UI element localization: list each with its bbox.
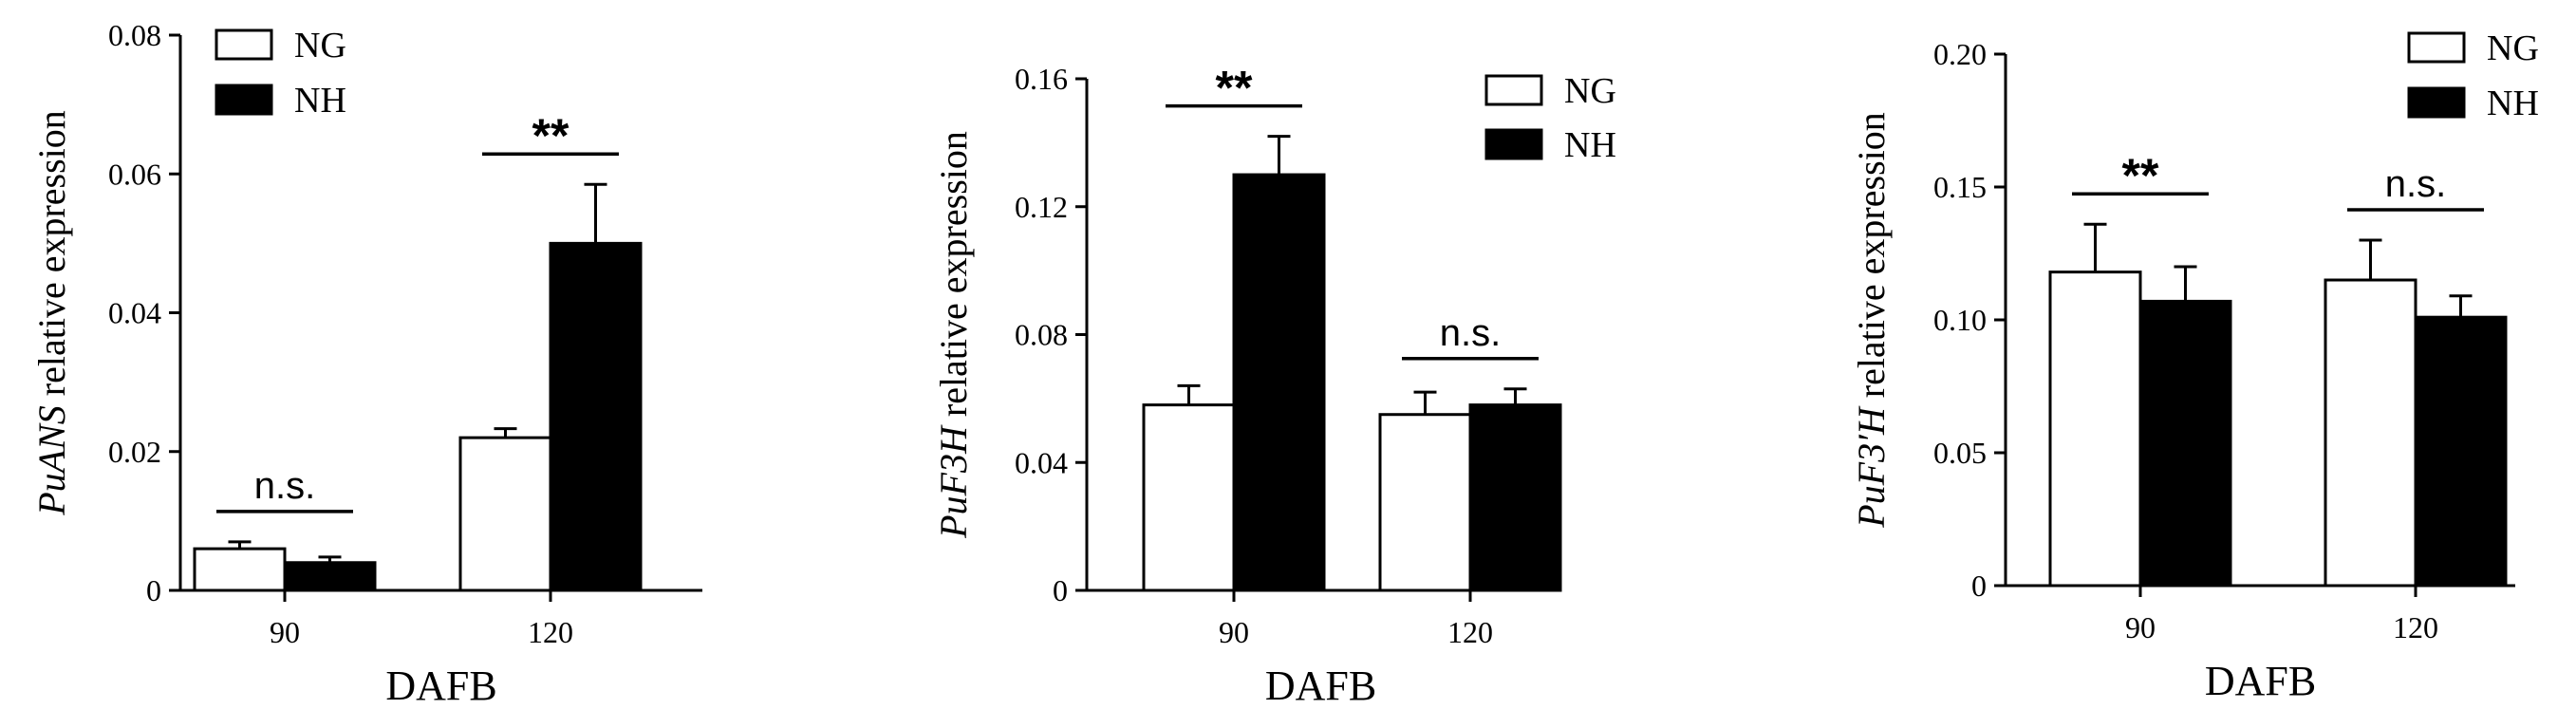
y-tick-label: 0.05 xyxy=(1933,436,1987,470)
y-axis-title: PuF3H relative expression xyxy=(932,131,975,539)
y-axis-title: PuF3′H relative expression xyxy=(1850,112,1893,529)
y-axis-title-suffix: relative expression xyxy=(932,131,975,426)
legend-swatch-ng xyxy=(1484,74,1543,106)
legend-swatch-ng xyxy=(2407,31,2466,64)
chart-panel-2: 0 0.04 0.08 0.12 0.16 90 ** 120 n.s. DAFB PuF3H re… xyxy=(932,62,1616,709)
bar-ng-120 xyxy=(1378,413,1472,592)
significance-label: ** xyxy=(1216,62,1253,115)
y-tick-label: 0.02 xyxy=(108,435,161,469)
x-tick-label: 120 xyxy=(2393,610,2438,644)
legend: NG NH xyxy=(1484,71,1616,165)
legend-swatch-nh xyxy=(215,84,273,116)
chart-panel-3: 0 0.05 0.10 0.15 0.20 90 ** 120 n.s. DAFB PuF3′H r… xyxy=(1850,28,2539,704)
legend-swatch-nh xyxy=(2407,86,2466,119)
y-tick-label: 0.08 xyxy=(1015,318,1068,352)
significance-label: n.s. xyxy=(2385,163,2446,205)
bar-ng-120 xyxy=(2324,278,2417,588)
x-tick-label: 120 xyxy=(528,615,573,649)
bar-nh-90 xyxy=(283,561,377,592)
y-axis-title-suffix: relative expression xyxy=(30,110,73,405)
bar-nh-120 xyxy=(1468,403,1562,592)
legend: NG NH xyxy=(2407,28,2539,123)
bar-nh-120 xyxy=(549,241,643,592)
legend-label-ng: NG xyxy=(1564,71,1616,111)
legend-label-ng: NG xyxy=(2487,28,2539,68)
bar-nh-120 xyxy=(2414,315,2508,588)
y-tick-label: 0.06 xyxy=(108,157,161,191)
y-tick-label: 0.20 xyxy=(1933,37,1987,71)
y-tick-label: 0.15 xyxy=(1933,170,1987,204)
y-axis-title-suffix: relative expression xyxy=(1850,112,1893,407)
x-axis-title: DAFB xyxy=(1265,663,1376,709)
y-tick-label: 0.10 xyxy=(1933,303,1987,337)
x-tick-label: 120 xyxy=(1447,615,1493,649)
x-tick-label: 90 xyxy=(270,615,300,649)
legend-swatch-nh xyxy=(1484,128,1543,160)
y-axis-title: PuANS relative expression xyxy=(30,110,73,516)
x-axis-title: DAFB xyxy=(385,663,496,709)
bar-ng-90 xyxy=(193,547,287,592)
y-axis-title-gene: PuF3′H xyxy=(1850,405,1893,529)
legend-label-nh: NH xyxy=(1564,125,1616,165)
legend-swatch-ng xyxy=(215,28,273,61)
significance-label: n.s. xyxy=(1440,312,1501,354)
x-axis-title: DAFB xyxy=(2205,658,2316,704)
legend-label-nh: NH xyxy=(2487,84,2539,123)
bar-nh-90 xyxy=(1232,173,1326,592)
bar-nh-90 xyxy=(2138,299,2232,588)
y-tick-label: 0.08 xyxy=(108,18,161,52)
bar-ng-90 xyxy=(1142,403,1236,592)
legend: NG NH xyxy=(215,26,346,121)
y-tick-label: 0.16 xyxy=(1015,62,1068,96)
bar-ng-120 xyxy=(458,436,552,592)
significance-label: ** xyxy=(2122,149,2159,202)
x-tick-label: 90 xyxy=(1219,615,1249,649)
y-tick-label: 0.04 xyxy=(1015,445,1068,479)
chart-panel-1: 0 0.02 0.04 0.06 0.08 90 n.s. 120 ** DAFB PuANS re… xyxy=(30,18,702,709)
y-tick-label: 0 xyxy=(1971,569,1987,603)
x-tick-label: 90 xyxy=(2125,610,2156,644)
legend-label-ng: NG xyxy=(294,26,346,65)
significance-label: ** xyxy=(532,109,569,162)
y-axis-title-gene: PuANS xyxy=(30,405,73,516)
significance-label: n.s. xyxy=(254,465,315,507)
y-axis-title-gene: PuF3H xyxy=(932,424,975,539)
y-tick-label: 0.12 xyxy=(1015,190,1068,224)
legend-label-nh: NH xyxy=(294,81,346,121)
y-tick-label: 0 xyxy=(146,573,161,607)
y-tick-label: 0.04 xyxy=(108,296,161,330)
bar-ng-90 xyxy=(2048,271,2142,588)
y-tick-label: 0 xyxy=(1053,573,1068,607)
